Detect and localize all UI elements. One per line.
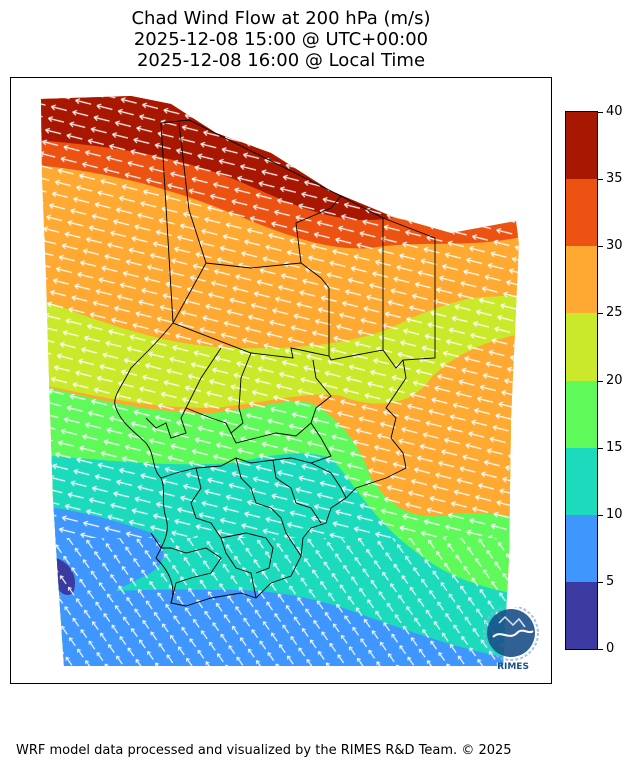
colorbar-segment — [566, 179, 597, 247]
title-line-2: 2025-12-08 15:00 @ UTC+00:00 — [133, 29, 429, 50]
colorbar-tick — [598, 246, 603, 248]
colorbar — [565, 111, 598, 650]
province-line-7 — [185, 407, 232, 434]
province-line-2 — [178, 122, 207, 264]
wind-map — [41, 96, 519, 666]
colorbar-tick-label: 0 — [606, 641, 615, 656]
chart-title: Chad Wind Flow at 200 hPa (m/s) 2025-12-… — [0, 8, 562, 71]
colorbar-segment — [566, 313, 597, 381]
title-line-3: 2025-12-08 16:00 @ Local Time — [136, 50, 426, 71]
colorbar-segment — [566, 246, 597, 314]
colorbar-tick — [598, 581, 603, 583]
colorbar-tick-label: 20 — [606, 372, 623, 388]
wind-vectors-south — [41, 538, 519, 666]
colorbar-tick — [598, 112, 603, 113]
province-line-8 — [160, 422, 332, 479]
title-line-1: Chad Wind Flow at 200 hPa (m/s) — [131, 8, 431, 29]
colorbar-segment — [566, 380, 597, 448]
logo-globe-icon — [487, 609, 535, 657]
colorbar-tick-label: 10 — [606, 506, 623, 522]
map-panel — [10, 77, 552, 684]
chad-south-border — [114, 322, 407, 607]
wind-vectors-north — [41, 96, 519, 538]
province-line-9 — [190, 467, 257, 599]
colorbar-tick-label: 5 — [606, 573, 615, 589]
colorbar-tick-label: 25 — [606, 305, 623, 321]
colorbar-tick-label: 35 — [606, 171, 623, 187]
colorbar-tick — [598, 380, 603, 382]
colorbar-segment — [566, 447, 597, 515]
rimes-logo: RIMES — [483, 605, 543, 673]
colorbar-segment — [566, 514, 597, 582]
colorbar-tick-label: 40 — [606, 104, 623, 119]
province-line-13 — [170, 547, 222, 604]
boundaries — [114, 119, 436, 607]
province-line-14 — [220, 532, 274, 574]
colorbar-segment — [566, 112, 597, 180]
colorbar-tick-label: 30 — [606, 238, 623, 254]
colorbar-tick — [598, 447, 603, 449]
footer-credit: WRF model data processed and visualized … — [16, 743, 512, 758]
colorbar-tick — [598, 179, 603, 181]
province-line-6 — [230, 352, 332, 444]
province-line-10 — [235, 457, 302, 557]
province-line-5 — [145, 347, 222, 439]
province-line-11 — [272, 459, 322, 524]
colorbar-tick-label: 15 — [606, 439, 623, 455]
province-line-12 — [310, 462, 347, 499]
province-line-15 — [150, 532, 171, 549]
colorbar-tick — [598, 649, 603, 650]
colorbar-tick — [598, 514, 603, 516]
colorbar-segment — [566, 581, 597, 649]
logo-text: RIMES — [497, 662, 529, 672]
province-line-3 — [295, 195, 342, 264]
colorbar-tick — [598, 313, 603, 315]
wind-speed-field — [41, 96, 519, 666]
